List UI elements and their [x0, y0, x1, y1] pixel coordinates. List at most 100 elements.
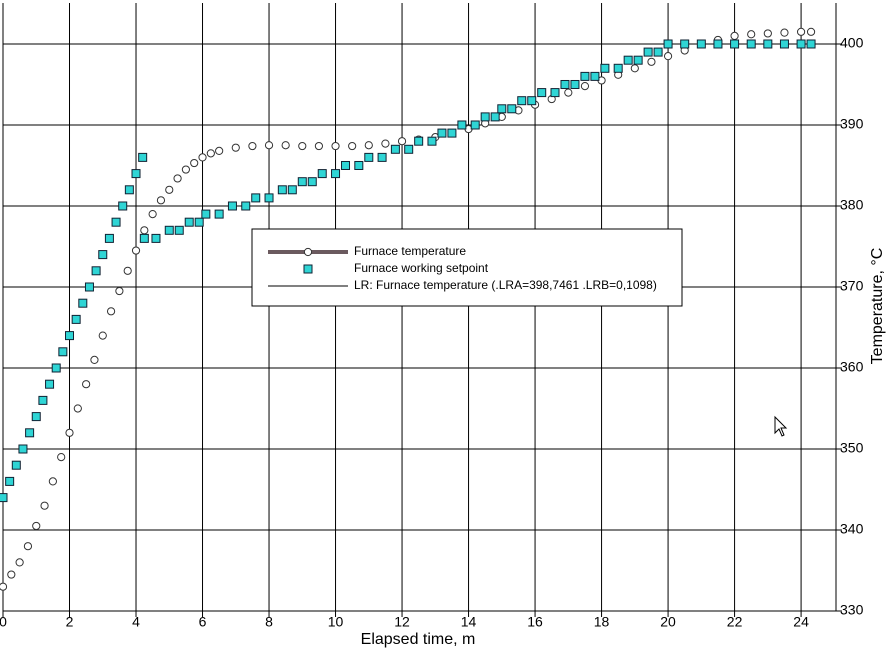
point [11, 460, 21, 470]
point [550, 88, 560, 98]
point [287, 185, 297, 195]
point [730, 31, 739, 40]
point [15, 558, 24, 567]
point [215, 146, 224, 156]
point [747, 30, 756, 39]
point [78, 298, 88, 308]
grid [2, 3, 836, 612]
point [277, 185, 287, 195]
point [779, 39, 789, 49]
point [806, 27, 816, 36]
point [184, 217, 194, 227]
point [111, 217, 121, 227]
point [447, 128, 457, 138]
point [653, 47, 663, 57]
point [381, 139, 390, 148]
point [633, 55, 643, 65]
point [201, 209, 211, 219]
point [414, 136, 424, 146]
point [314, 141, 324, 151]
x-axis-label: Elapsed time, m [361, 631, 476, 648]
legend-marker [303, 264, 313, 274]
point [23, 542, 33, 551]
point [713, 39, 723, 49]
point [71, 314, 81, 324]
point [264, 141, 274, 150]
point [643, 47, 653, 57]
point [251, 193, 261, 203]
x-tick-label: 18 [594, 614, 610, 630]
point [198, 153, 207, 162]
y-tick-label: 390 [840, 116, 864, 132]
point [341, 160, 351, 170]
point [90, 355, 99, 364]
point [517, 96, 527, 106]
point [560, 79, 570, 89]
point [497, 104, 507, 114]
point [564, 88, 573, 97]
y-tick-label: 380 [840, 197, 864, 213]
point [580, 82, 590, 91]
point [470, 120, 480, 130]
point [45, 379, 55, 389]
y-tick-label: 360 [840, 359, 864, 375]
point [206, 149, 215, 158]
point [427, 136, 437, 146]
point [696, 39, 706, 49]
x-tick-label: 14 [461, 614, 477, 630]
x-tick-label: 12 [394, 614, 410, 630]
x-tick-label: 6 [199, 614, 207, 630]
point [354, 160, 364, 170]
point [106, 307, 116, 316]
legend-label: LR: Furnace temperature (.LRA=398,7461 .… [354, 278, 657, 292]
point [570, 79, 580, 89]
point [0, 582, 8, 591]
point [98, 250, 108, 260]
point [98, 331, 107, 340]
point [796, 27, 806, 36]
point [580, 71, 590, 81]
point [507, 104, 517, 114]
point [58, 347, 68, 357]
point [190, 158, 199, 168]
point [140, 226, 149, 235]
point [630, 64, 639, 73]
x-tick-label: 24 [793, 614, 809, 630]
point [156, 196, 166, 205]
x-tick-label: 10 [328, 614, 344, 630]
y-tick-label: 370 [840, 278, 864, 294]
x-tick-label: 22 [727, 614, 743, 630]
point [165, 185, 174, 194]
point [248, 141, 257, 151]
point [84, 282, 94, 292]
point [173, 174, 182, 183]
point [663, 52, 673, 61]
legend-box [251, 228, 683, 307]
series [0, 27, 816, 591]
point [231, 143, 240, 152]
point [131, 169, 141, 179]
legend-marker [303, 247, 313, 257]
point [148, 209, 157, 219]
point [307, 177, 317, 187]
point [746, 39, 756, 49]
legend-label: Furnace temperature [354, 244, 466, 258]
point [780, 28, 789, 37]
point [5, 476, 15, 486]
point [680, 39, 690, 49]
point [527, 96, 537, 106]
point [264, 193, 274, 203]
point [331, 141, 340, 151]
point [38, 395, 48, 405]
point [65, 428, 74, 437]
point [404, 144, 414, 154]
point [65, 331, 75, 341]
point [298, 141, 307, 151]
point [806, 39, 816, 49]
point [397, 137, 407, 146]
point [82, 380, 91, 389]
y-tick-label: 350 [840, 440, 864, 456]
point [763, 39, 773, 49]
point [57, 452, 66, 462]
